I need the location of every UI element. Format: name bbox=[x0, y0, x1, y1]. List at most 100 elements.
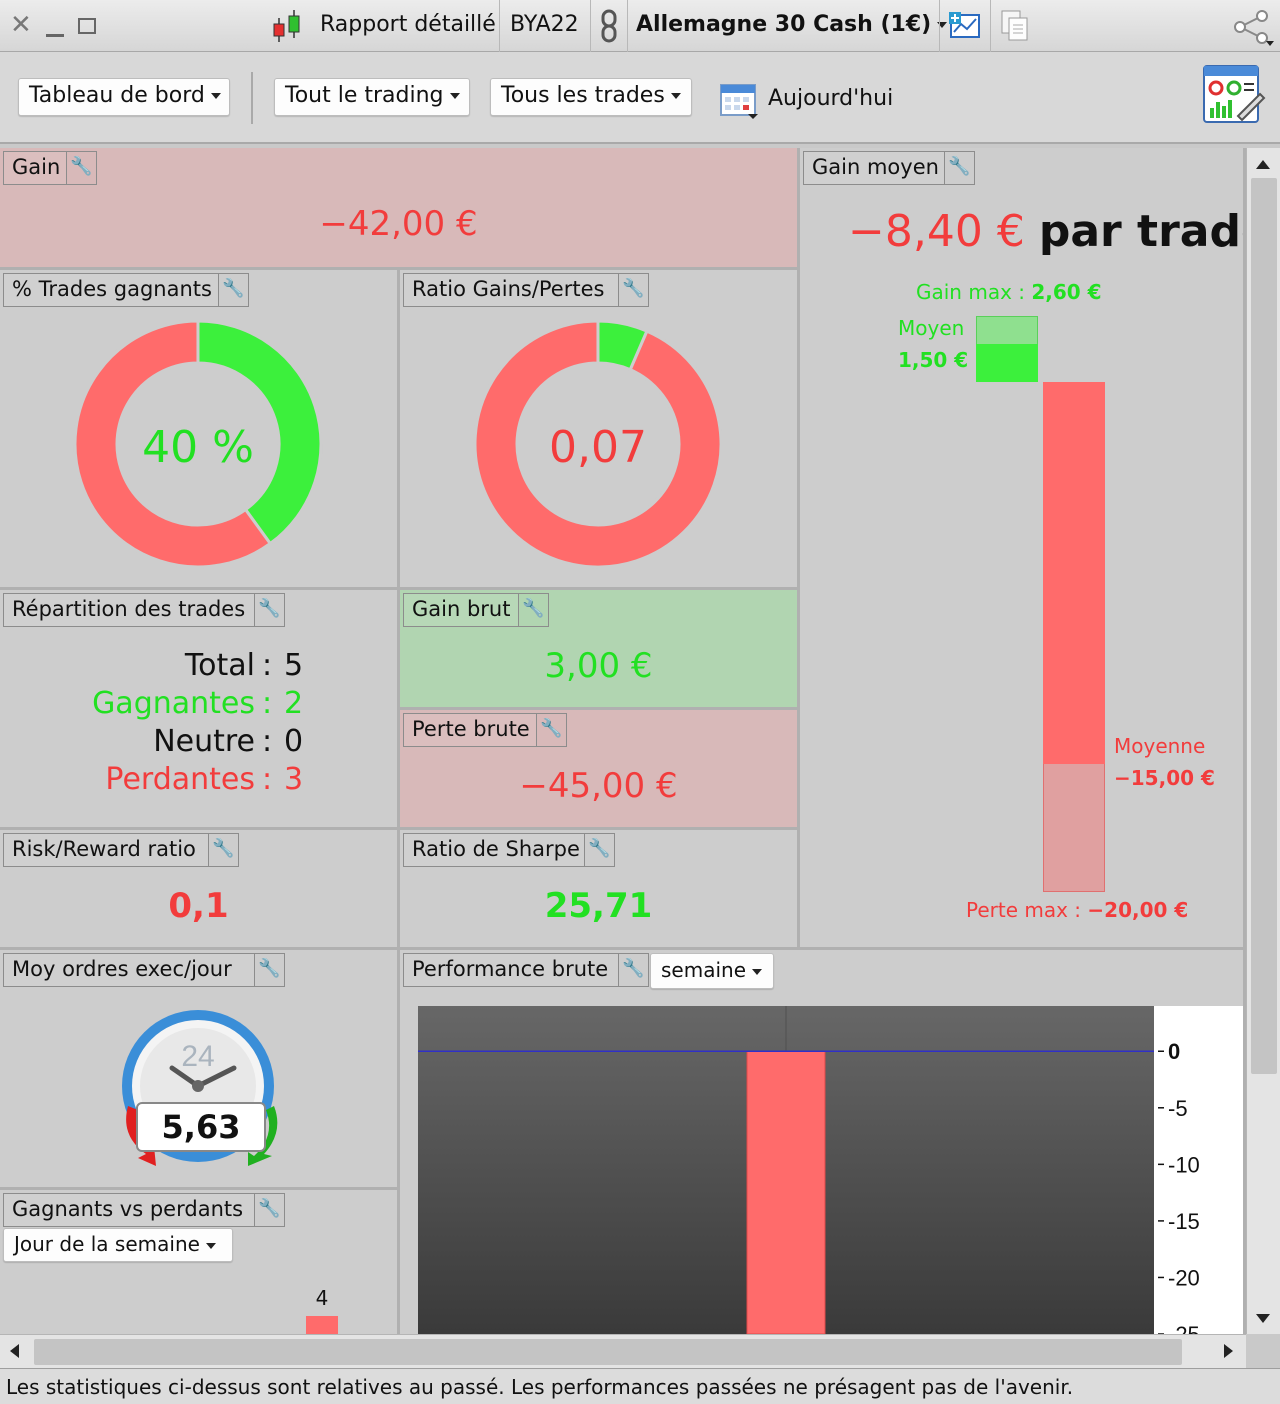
distribution-label: Neutre bbox=[153, 724, 255, 759]
panel-title: Risk/Reward ratio bbox=[3, 833, 209, 867]
wrench-icon[interactable]: 🔧 bbox=[945, 151, 975, 185]
trades-select-label: Tous les trades bbox=[501, 83, 665, 108]
wrench-icon[interactable]: 🔧 bbox=[519, 593, 549, 627]
distribution-value: 2 bbox=[284, 686, 304, 721]
scroll-up-icon[interactable] bbox=[1256, 160, 1270, 169]
performance-chart: 0 -5 -10 -15 -20 -25 bbox=[418, 1006, 1243, 1334]
close-icon[interactable]: ✕ bbox=[10, 10, 32, 40]
risk-reward-panel: Risk/Reward ratio 🔧 0,1 bbox=[0, 830, 400, 950]
average-gain-panel: Gain moyen 🔧 −8,40 € par trade Gain max … bbox=[800, 148, 1246, 950]
horizontal-scrollbar[interactable] bbox=[0, 1334, 1246, 1368]
distribution-label: Perdantes bbox=[105, 762, 255, 797]
add-chart-icon[interactable] bbox=[948, 10, 982, 42]
distribution-row: Neutre:0 bbox=[0, 724, 397, 762]
panel-title: Ratio de Sharpe bbox=[403, 833, 585, 867]
y-tick-label: -20 bbox=[1168, 1265, 1200, 1290]
distribution-row: Gagnantes:2 bbox=[0, 686, 397, 724]
wrench-icon[interactable]: 🔧 bbox=[619, 953, 649, 987]
weekday-select-label: Jour de la semaine bbox=[14, 1232, 200, 1256]
scroll-right-icon[interactable] bbox=[1224, 1344, 1233, 1358]
view-select[interactable]: Tableau de bord bbox=[18, 78, 230, 116]
max-gain-line: Gain max : 2,60 € bbox=[916, 280, 1102, 304]
orders-per-day-panel: Moy ordres exec/jour 🔧 24 5,63 bbox=[0, 950, 400, 1190]
copy-icon[interactable] bbox=[998, 8, 1032, 44]
trades-select[interactable]: Tous les trades bbox=[490, 78, 692, 116]
axis-area bbox=[1154, 1006, 1243, 1334]
panel-title: Gagnants vs perdants bbox=[3, 1193, 255, 1227]
distribution-row: Total:5 bbox=[0, 648, 397, 686]
wrench-icon[interactable]: 🔧 bbox=[67, 151, 97, 185]
risk-reward-value: 0,1 bbox=[168, 886, 229, 926]
chevron-down-icon bbox=[937, 22, 948, 28]
gross-gain-value: 3,00 € bbox=[544, 646, 653, 686]
scroll-thumb[interactable] bbox=[1251, 178, 1277, 1074]
y-tick-label: -25 bbox=[1168, 1322, 1200, 1334]
distribution-label: Total bbox=[184, 648, 255, 683]
average-gain-value: −8,40 € bbox=[848, 206, 1025, 257]
chevron-down-icon bbox=[205, 1242, 216, 1249]
win-rate-donut bbox=[73, 319, 323, 569]
clock-24-label: 24 bbox=[181, 1040, 214, 1073]
per-trade-label: par trade bbox=[1038, 206, 1243, 257]
wrench-icon[interactable]: 🔧 bbox=[255, 593, 285, 627]
calendar-icon[interactable] bbox=[718, 80, 760, 120]
chevron-down-icon bbox=[752, 968, 762, 975]
trade-distribution-panel: Répartition des trades 🔧 Total:5 Gagnante… bbox=[0, 590, 400, 830]
link-icon[interactable] bbox=[598, 8, 620, 44]
period-select-label: semaine bbox=[661, 958, 746, 982]
chevron-down-icon bbox=[670, 93, 681, 99]
sharpe-ratio-value: 25,71 bbox=[544, 886, 653, 926]
max-loss-line: Perte max : −20,00 € bbox=[966, 898, 1188, 922]
gain-value: −42,00 € bbox=[319, 204, 478, 244]
trading-select[interactable]: Tout le trading bbox=[274, 78, 470, 116]
scroll-down-icon[interactable] bbox=[1256, 1314, 1270, 1323]
y-tick-label: -15 bbox=[1168, 1209, 1200, 1234]
panel-title: Répartition des trades bbox=[3, 593, 255, 627]
toolbar: Tableau de bord Tout le trading Tous les… bbox=[0, 52, 1280, 144]
status-bar: Les statistiques ci-dessus sont relative… bbox=[0, 1368, 1280, 1404]
period-select[interactable]: semaine bbox=[650, 953, 774, 989]
panel-title: Gain bbox=[3, 151, 67, 185]
distribution-separator: : bbox=[262, 648, 273, 683]
vertical-scrollbar[interactable] bbox=[1246, 148, 1280, 1334]
win-rate-value: 40 % bbox=[142, 422, 254, 473]
panel-title: Gain brut bbox=[403, 593, 519, 627]
trading-select-label: Tout le trading bbox=[285, 83, 444, 108]
panel-title: Ratio Gains/Pertes bbox=[403, 273, 619, 307]
avg-loss-bar bbox=[1043, 382, 1105, 764]
max-loss-label: Perte max : bbox=[966, 898, 1082, 922]
minimize-icon[interactable] bbox=[46, 34, 64, 37]
wrench-icon[interactable]: 🔧 bbox=[219, 273, 249, 307]
wrench-icon[interactable]: 🔧 bbox=[209, 833, 239, 867]
gain-loss-ratio-panel: Ratio Gains/Pertes 🔧 0,07 bbox=[400, 270, 800, 590]
instrument-select[interactable]: Allemagne 30 Cash (1€) bbox=[636, 12, 948, 37]
wrench-icon[interactable]: 🔧 bbox=[537, 713, 567, 747]
account-id[interactable]: BYA22 bbox=[510, 12, 579, 37]
ratio-donut bbox=[473, 319, 723, 569]
panel-title: Performance brute bbox=[403, 953, 619, 987]
weekday-select[interactable]: Jour de la semaine bbox=[3, 1228, 233, 1262]
avg-win-bar bbox=[976, 344, 1038, 382]
wrench-icon[interactable]: 🔧 bbox=[255, 953, 285, 987]
wrench-icon[interactable]: 🔧 bbox=[619, 273, 649, 307]
average-gain-headline: −8,40 € par trade bbox=[848, 206, 1243, 257]
wrench-icon[interactable]: 🔧 bbox=[585, 833, 615, 867]
wrench-icon[interactable]: 🔧 bbox=[255, 1193, 285, 1227]
distribution-value: 0 bbox=[284, 724, 304, 759]
maximize-icon[interactable] bbox=[78, 18, 96, 34]
loss-bar bbox=[306, 1316, 338, 1334]
distribution-value: 3 bbox=[284, 762, 304, 797]
win-segment bbox=[596, 319, 649, 372]
share-icon[interactable] bbox=[1232, 8, 1276, 48]
scroll-thumb[interactable] bbox=[34, 1339, 1182, 1365]
dashboard-settings-icon[interactable] bbox=[1202, 64, 1266, 128]
window-titlebar: ✕ Rapport détaillé BYA22 Allemagne 30 Ca… bbox=[0, 0, 1280, 52]
y-tick-label: -10 bbox=[1168, 1152, 1200, 1177]
avg-loss-label: Moyenne bbox=[1114, 734, 1206, 758]
scroll-left-icon[interactable] bbox=[10, 1344, 19, 1358]
gross-loss-panel: Perte brute 🔧 −45,00 € bbox=[400, 710, 800, 830]
performance-panel: Performance brute 🔧 semaine 0 -5 -10 -15 -20… bbox=[400, 950, 1246, 1334]
panel-title: % Trades gagnants bbox=[3, 273, 219, 307]
report-title: Rapport détaillé bbox=[320, 12, 496, 37]
date-label[interactable]: Aujourd'hui bbox=[768, 86, 894, 111]
